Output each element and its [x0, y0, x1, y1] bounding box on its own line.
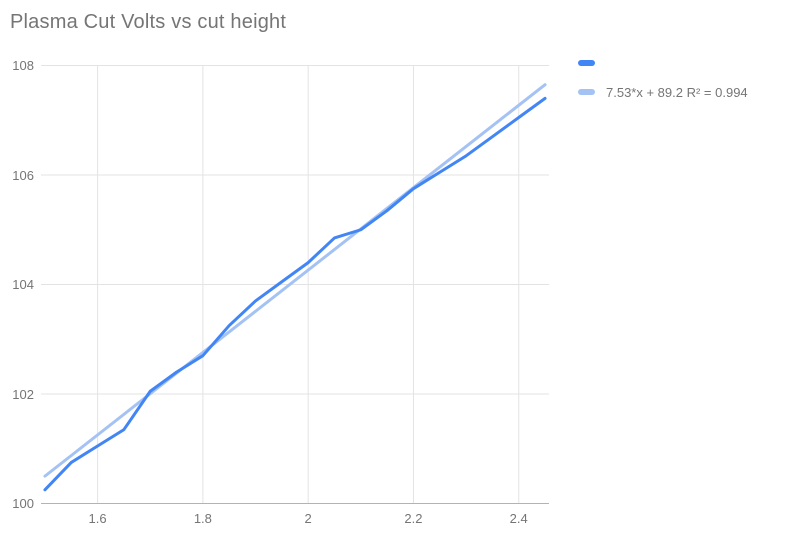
chart-title: Plasma Cut Volts vs cut height — [10, 11, 287, 33]
x-tick-label: 2.4 — [509, 510, 528, 526]
series-swatch-icon — [578, 60, 595, 66]
trendline — [43, 83, 547, 478]
legend: 7.53*x + 89.2 R² = 0.994 — [578, 56, 748, 114]
legend-item-label: 7.53*x + 89.2 R² = 0.994 — [606, 84, 748, 100]
legend-item[interactable]: 7.53*x + 89.2 R² = 0.994 — [578, 84, 748, 100]
y-tick-label: 102 — [12, 386, 34, 402]
y-tick-label: 104 — [12, 277, 34, 292]
trendline-swatch-icon — [578, 89, 595, 95]
y-tick-label: 108 — [12, 58, 34, 73]
y-tick-label: 100 — [12, 496, 34, 511]
x-tick-label: 2 — [304, 510, 312, 526]
x-tick-label: 2.2 — [404, 510, 423, 526]
series-line — [43, 96, 547, 492]
x-tick-label: 1.8 — [193, 510, 212, 526]
y-tick-label: 106 — [12, 167, 34, 183]
x-tick-label: 1.6 — [88, 510, 107, 526]
legend-item[interactable] — [578, 56, 748, 70]
